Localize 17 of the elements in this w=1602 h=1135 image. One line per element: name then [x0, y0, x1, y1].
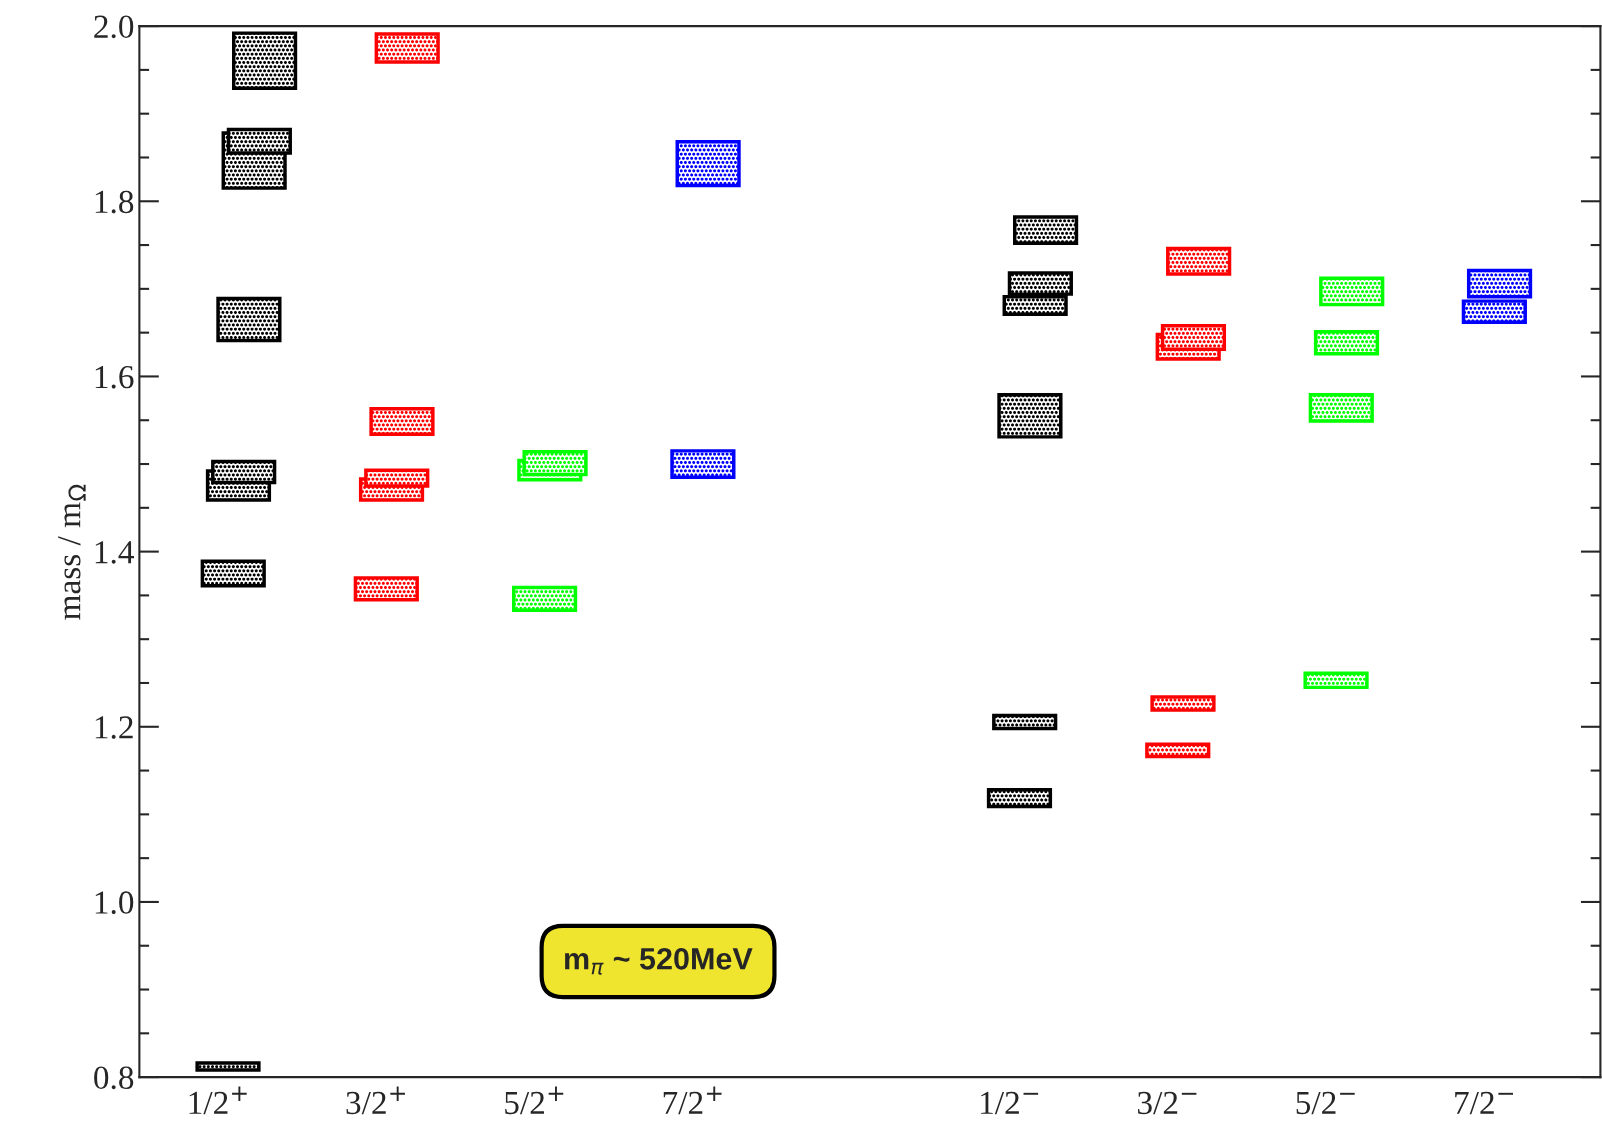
x-tick-label: 1/2$^{−}$ [981, 1091, 1039, 1115]
y-tick-label: 0.8 [94, 1066, 134, 1090]
x-tick-label: 7/2$^{−}$ [1455, 1091, 1513, 1115]
y-tick-label: 1.2 [95, 716, 133, 739]
y-tick-label: 1.4 [95, 541, 134, 564]
x-tick-label: 5/2$^{+}$ [505, 1086, 564, 1115]
x-tick-label: 3/2$^{−}$ [1138, 1091, 1197, 1115]
x-tick-label: 1/2$^{+}$ [189, 1086, 247, 1115]
annotation: m$_{π}$ ~ 520MeV [565, 948, 753, 975]
y-tick-label: 1.0 [95, 891, 134, 914]
y-tick-label: 1.6 [95, 365, 134, 389]
y-axis-title: mass / m$_{Ω}$ [58, 484, 86, 620]
y-tick-label: 2.0 [94, 15, 134, 39]
x-tick-label: 7/2$^{+}$ [663, 1086, 722, 1115]
x-tick-label: 3/2$^{+}$ [346, 1086, 405, 1115]
y-tick-label: 1.8 [95, 190, 134, 214]
x-tick-label: 5/2$^{−}$ [1296, 1091, 1355, 1115]
